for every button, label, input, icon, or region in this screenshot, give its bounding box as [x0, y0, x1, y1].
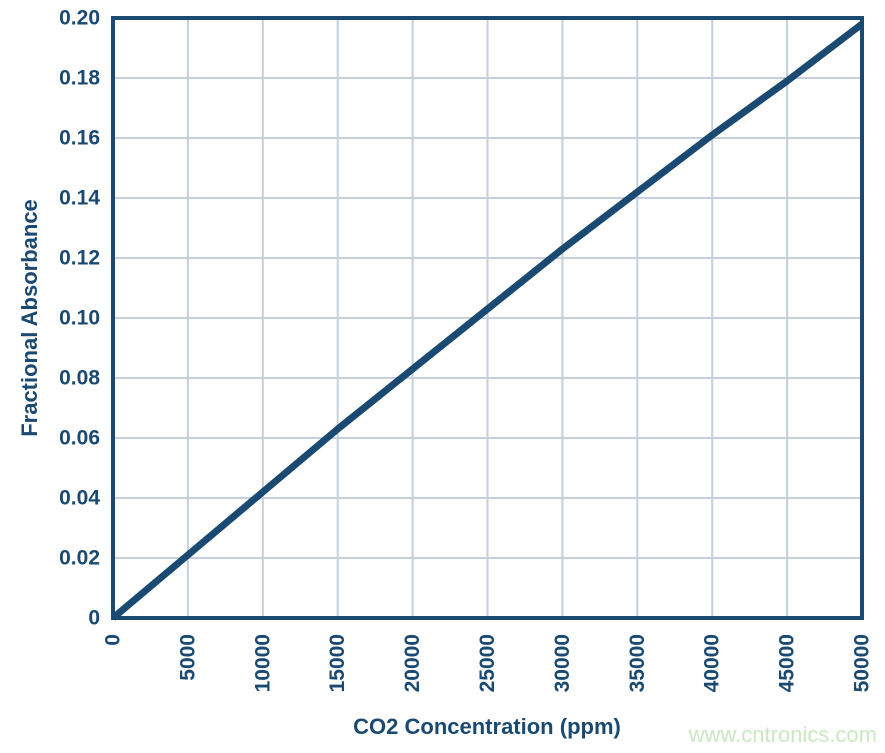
- y-tick-label: 0.08: [59, 367, 100, 390]
- y-tick-label: 0.06: [59, 427, 100, 450]
- y-tick-label: 0.04: [59, 487, 100, 510]
- x-tick-label: 45000: [776, 634, 799, 692]
- x-tick-label: 50000: [851, 634, 874, 692]
- x-tick-label: 0: [102, 634, 125, 646]
- x-tick-label: 5000: [176, 634, 199, 681]
- x-tick-label: 10000: [251, 634, 274, 692]
- x-tick-label: 20000: [401, 634, 424, 692]
- x-tick-label: 15000: [326, 634, 349, 692]
- x-tick-label: 40000: [701, 634, 724, 692]
- y-tick-label: 0: [88, 607, 100, 630]
- x-tick-label: 25000: [476, 634, 499, 692]
- x-axis-title: CO2 Concentration (ppm): [353, 714, 621, 739]
- y-tick-label: 0.10: [59, 307, 100, 330]
- y-axis-title: Fractional Absorbance: [17, 199, 42, 437]
- watermark-url: www.cntronics.com: [688, 722, 877, 747]
- y-tick-label: 0.16: [59, 127, 100, 150]
- y-tick-label: 0.20: [59, 7, 100, 30]
- plot-frame: [111, 16, 864, 620]
- y-tick-label: 0.14: [59, 187, 100, 210]
- x-tick-label: 35000: [626, 634, 649, 692]
- y-tick-label: 0.12: [59, 247, 100, 270]
- y-tick-label: 0.02: [59, 547, 100, 570]
- y-tick-label: 0.18: [59, 67, 100, 90]
- x-tick-label: 30000: [551, 634, 574, 692]
- absorbance-data-line: [110, 21, 865, 621]
